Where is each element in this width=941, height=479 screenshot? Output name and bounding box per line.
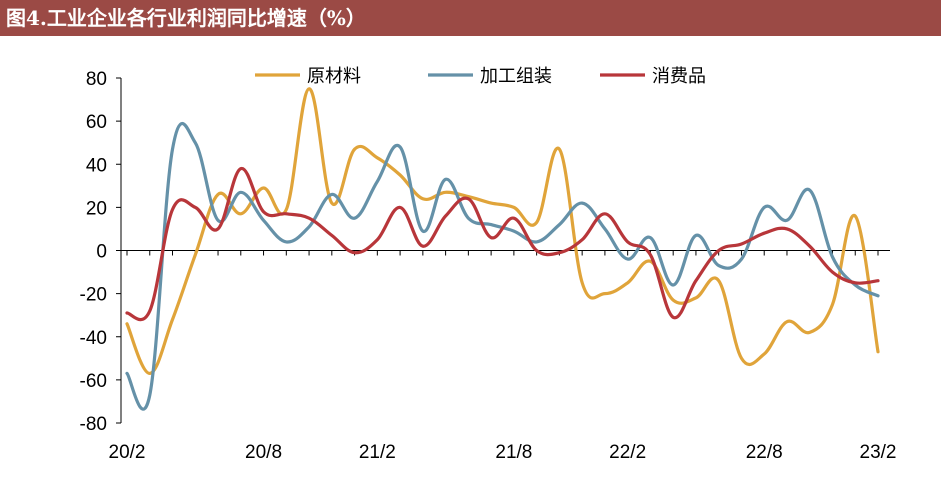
title-bar: 图4.工业企业各行业利润同比增速（%） <box>0 0 941 36</box>
x-tick-label: 23/2 <box>860 442 897 463</box>
chart-title: 图4.工业企业各行业利润同比增速（%） <box>6 6 366 30</box>
y-tick-label: -80 <box>80 414 107 435</box>
legend-label-processing-assembly: 加工组装 <box>480 66 552 87</box>
series-line-processing-assembly <box>125 121 880 411</box>
x-tick-label: 22/8 <box>746 442 783 463</box>
series-lines <box>125 87 880 411</box>
legend-label-raw-materials: 原材料 <box>307 66 361 87</box>
y-tick-label: 40 <box>86 155 107 176</box>
legend: 原材料 加工组装 消费品 <box>255 66 706 87</box>
legend-label-consumer-goods: 消费品 <box>652 66 706 87</box>
y-tick-label: 80 <box>86 69 107 90</box>
y-tick-label: -20 <box>80 285 107 306</box>
series-line-raw-materials <box>125 87 880 375</box>
y-tick-label: -40 <box>80 328 107 349</box>
y-tick-label: 20 <box>86 198 107 219</box>
x-tick-label: 20/2 <box>109 442 146 463</box>
series-line-consumer-goods <box>125 167 880 322</box>
axes: -80 -60 -40 -20 0 20 40 60 80 20/2 20/8 21/2 21/8 22/… <box>80 69 897 463</box>
x-tick-label: 21/8 <box>495 442 532 463</box>
y-tick-label: 0 <box>96 242 107 263</box>
y-tick-label: 60 <box>86 112 107 133</box>
x-tick-label: 21/2 <box>359 442 396 463</box>
y-tick-label: -60 <box>80 371 107 392</box>
x-tick-label: 20/8 <box>245 442 282 463</box>
x-tick-label: 22/2 <box>609 442 646 463</box>
